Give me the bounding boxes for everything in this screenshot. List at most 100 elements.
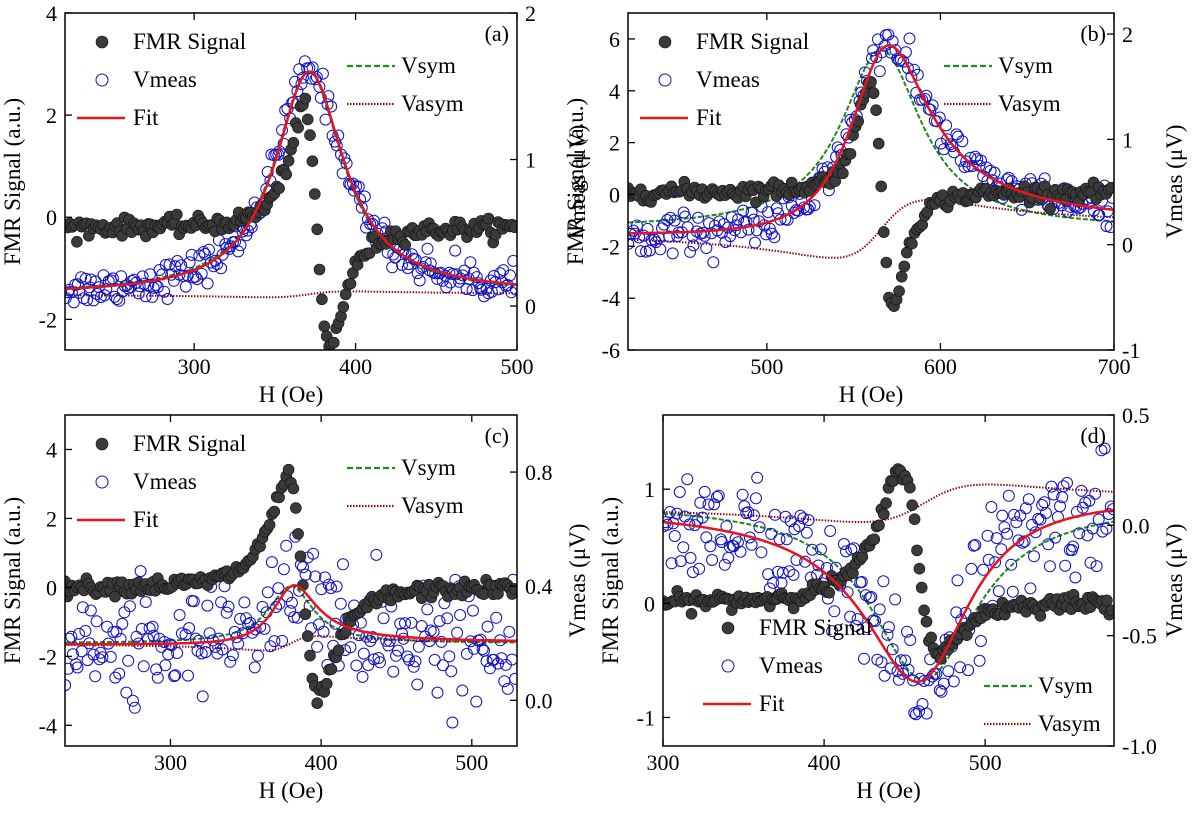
fmr-point xyxy=(282,463,295,476)
vmeas-point xyxy=(480,655,493,668)
vmeas-point xyxy=(894,654,907,667)
fmr-point xyxy=(327,336,340,349)
vmeas-point xyxy=(828,605,841,618)
plot-frame xyxy=(64,414,518,747)
plot-area xyxy=(663,442,1114,721)
vmeas-point xyxy=(867,44,880,57)
fmr-point xyxy=(906,499,919,512)
vmeas-point xyxy=(350,659,363,672)
vmeas-point xyxy=(1008,508,1021,521)
vmeas-point xyxy=(886,643,899,656)
vmeas-point xyxy=(1057,480,1070,493)
vmeas-point xyxy=(431,272,444,285)
vmeas-point xyxy=(1047,488,1060,501)
legend-right-label: Vasym xyxy=(401,91,464,116)
vmeas-point xyxy=(183,622,196,635)
vmeas-point xyxy=(261,586,274,599)
vmeas-point xyxy=(224,655,237,668)
vmeas-point xyxy=(460,647,473,660)
vmeas-point xyxy=(1096,525,1109,538)
vmeas-point xyxy=(1090,560,1103,573)
vmeas-point xyxy=(87,294,100,307)
vmeas-point xyxy=(316,67,329,80)
vasym-series-line xyxy=(663,483,1114,523)
vmeas-point xyxy=(897,55,910,68)
vmeas-point xyxy=(711,491,723,503)
vmeas-point xyxy=(974,635,987,647)
vmeas-point xyxy=(288,611,300,624)
fmr-point xyxy=(318,320,331,333)
vmeas-point xyxy=(509,672,517,685)
vmeas-point xyxy=(357,647,370,660)
fmr-point xyxy=(339,288,352,301)
vmeas-point xyxy=(1024,582,1037,595)
vmeas-point xyxy=(65,630,78,643)
y-left-tick-label: 0 xyxy=(46,205,57,230)
vmeas-point xyxy=(694,496,707,509)
vmeas-point xyxy=(151,671,164,684)
fmr-point xyxy=(685,607,698,620)
plot-area xyxy=(65,55,517,350)
vmeas-point xyxy=(199,248,211,260)
legend-right-label: Vsym xyxy=(1038,673,1093,698)
vmeas-point xyxy=(399,617,411,630)
fmr-point xyxy=(1105,604,1114,617)
fmr-point xyxy=(287,482,300,495)
fmr-point xyxy=(273,182,285,195)
vmeas-point xyxy=(79,625,92,637)
y-left-tick-label: 2 xyxy=(609,131,620,156)
y-left-tick-label: 6 xyxy=(609,27,620,52)
vmeas-point xyxy=(397,632,410,645)
legend-fmr-marker xyxy=(95,437,109,451)
vmeas-point xyxy=(232,637,245,650)
y-left-tick-label: 4 xyxy=(609,79,620,104)
y-left-axis-label: FMR Signal (a.u.) xyxy=(0,497,25,664)
vmeas-point xyxy=(922,103,935,115)
vmeas-point xyxy=(377,612,390,625)
vmeas-point xyxy=(104,650,117,663)
vmeas-point xyxy=(956,135,969,148)
vmeas-point xyxy=(738,500,751,513)
vmeas-point xyxy=(1083,494,1096,507)
legend-left-label: Fit xyxy=(133,507,159,532)
legend-fmr-marker xyxy=(95,35,109,49)
vmeas-point xyxy=(872,33,884,46)
vmeas-point xyxy=(220,606,233,619)
vmeas-point xyxy=(106,272,119,285)
vmeas-point xyxy=(293,63,306,76)
vmeas-point xyxy=(800,526,813,539)
vmeas-point xyxy=(668,214,681,227)
vmeas-point xyxy=(403,654,416,666)
vmeas-point xyxy=(183,256,196,269)
y-left-tick-label: 0 xyxy=(46,575,57,600)
vmeas-point xyxy=(158,636,171,648)
fmr-point xyxy=(304,129,316,141)
vmeas-point xyxy=(191,644,204,657)
vmeas-point xyxy=(873,65,886,78)
legend-right-label: Vasym xyxy=(401,493,464,518)
vmeas-point xyxy=(873,603,886,616)
vmeas-point xyxy=(298,55,311,68)
vmeas-point xyxy=(803,200,816,213)
vmeas-point xyxy=(319,571,331,584)
fmr-point xyxy=(870,104,882,116)
vmeas-point xyxy=(232,245,245,258)
vmeas-point xyxy=(476,643,489,656)
vmeas-point xyxy=(1059,559,1072,572)
panel-letter: (d) xyxy=(1080,423,1106,448)
y-left-tick-label: 1 xyxy=(644,477,655,502)
vmeas-point xyxy=(903,32,916,45)
vmeas-point xyxy=(1036,499,1049,511)
vmeas-point xyxy=(631,219,643,232)
vmeas-point xyxy=(120,686,133,699)
vmeas-point xyxy=(182,669,194,682)
vmeas-point xyxy=(503,625,516,638)
vmeas-point xyxy=(1038,496,1051,509)
vmeas-point xyxy=(240,612,253,625)
fmr-point xyxy=(332,644,345,657)
vmeas-point xyxy=(981,529,994,542)
vmeas-point xyxy=(841,586,854,599)
fmr-point xyxy=(887,475,900,487)
fmr-point xyxy=(268,505,281,518)
vmeas-point xyxy=(851,613,864,626)
